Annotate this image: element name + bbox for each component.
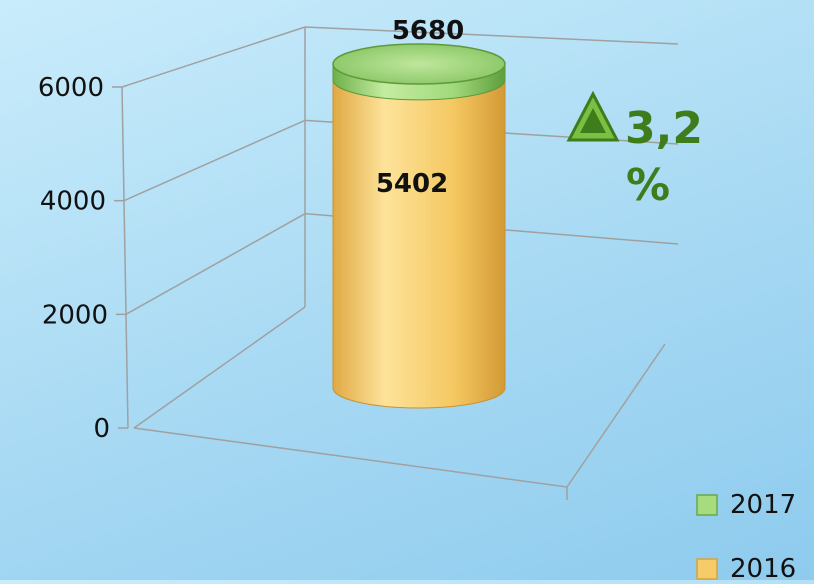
data-label-2016: 5402: [376, 169, 448, 199]
gridline: [121, 26, 679, 88]
legend-label-2017: 2017: [730, 490, 796, 520]
floor-right-edge: [566, 343, 666, 488]
floor-left-edge: [133, 306, 306, 429]
data-labels: 5402 5680: [376, 16, 464, 199]
floor-front-edge: [133, 427, 568, 488]
bar-2016: [332, 79, 506, 409]
bar-2017-top: [332, 43, 506, 85]
legend: 2017 2016: [696, 490, 796, 584]
legend-swatch-2016: [696, 558, 718, 580]
gridline: [125, 212, 679, 315]
data-label-2017: 5680: [392, 16, 464, 46]
legend-label-2016: 2016: [730, 554, 796, 580]
y-tick-label: 6000: [38, 73, 104, 103]
y-tick-label: 0: [93, 414, 110, 444]
bars: [332, 43, 506, 409]
y-tick-label: 4000: [40, 187, 106, 217]
y-tick-label: 2000: [42, 300, 108, 330]
gridline: [123, 119, 679, 202]
triangle-up-inner-icon: [580, 108, 606, 133]
legend-swatch-2017: [696, 494, 718, 516]
change-annotation: 3,2 %: [566, 90, 703, 211]
grid: [121, 26, 679, 315]
y-axis-ticks: 0 2000 4000 6000: [38, 73, 128, 444]
axes: [121, 27, 666, 500]
y-axis-line: [121, 86, 129, 429]
annotation-value: 3,2: [625, 103, 703, 154]
annotation-unit: %: [626, 160, 670, 211]
